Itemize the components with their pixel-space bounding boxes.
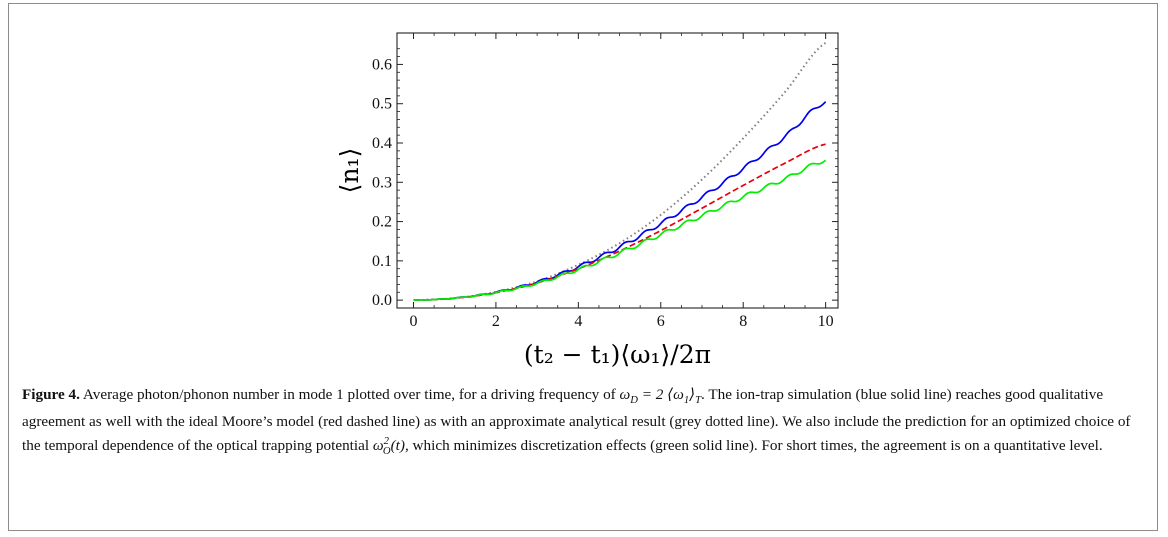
x-tick-label: 8 [739, 313, 747, 330]
caption-text-1: Average photon/phonon number in mode 1 p… [82, 386, 616, 403]
y-tick-label: 0.6 [372, 56, 392, 73]
x-tick-label: 10 [818, 313, 834, 330]
y-tick-label: 0.5 [372, 96, 392, 113]
caption-text-2: . The ion-trap simulation (blue solid li… [22, 386, 1131, 455]
plot-area [396, 32, 839, 309]
optimized-green-series [413, 159, 827, 301]
caption-text-3: , which minimizes discretization effects… [404, 437, 1103, 455]
y-tick-label: 0.1 [372, 253, 392, 270]
y-tick-label: 0.0 [372, 292, 392, 309]
x-axis-title: (t₂ − t₁)⟨ω₁⟩/2π [524, 340, 711, 369]
caption-math-trapping-potential: ω2O(t) [372, 436, 405, 458]
figure-label: Figure 4. [22, 386, 80, 403]
plot-frame [396, 32, 839, 309]
series-layer [413, 41, 827, 302]
axes-layer: 0 2 4 6 8 10 0.0 0.1 0.2 0.3 0.4 0.5 0.6 (t₂ − t₁)⟨ω₁… [335, 33, 838, 369]
figure-frame [8, 3, 1158, 531]
ion-trap-blue-series [413, 101, 827, 301]
analytical-dotted-series [413, 41, 827, 302]
x-tick-label: 2 [492, 313, 500, 330]
line-chart: 0 2 4 6 8 10 0.0 0.1 0.2 0.3 0.4 0.5 0.6 (t₂ − t₁)⟨ω₁… [335, 32, 839, 369]
y-tick-label: 0.4 [372, 135, 392, 152]
x-tick-label: 6 [657, 313, 665, 330]
figure-caption: Figure 4. Average photon/phonon number i… [22, 385, 1140, 463]
y-axis-title: ⟨n₁⟩ [335, 148, 364, 194]
x-tick-label: 4 [574, 313, 582, 330]
moore-model-red-series [413, 143, 826, 301]
caption-math-driving-frequency: ωD = 2 ⟨ω1⟩T [619, 386, 702, 407]
y-tick-label: 0.2 [372, 214, 392, 231]
x-tick-label: 0 [409, 313, 417, 330]
y-tick-label: 0.3 [372, 174, 392, 191]
